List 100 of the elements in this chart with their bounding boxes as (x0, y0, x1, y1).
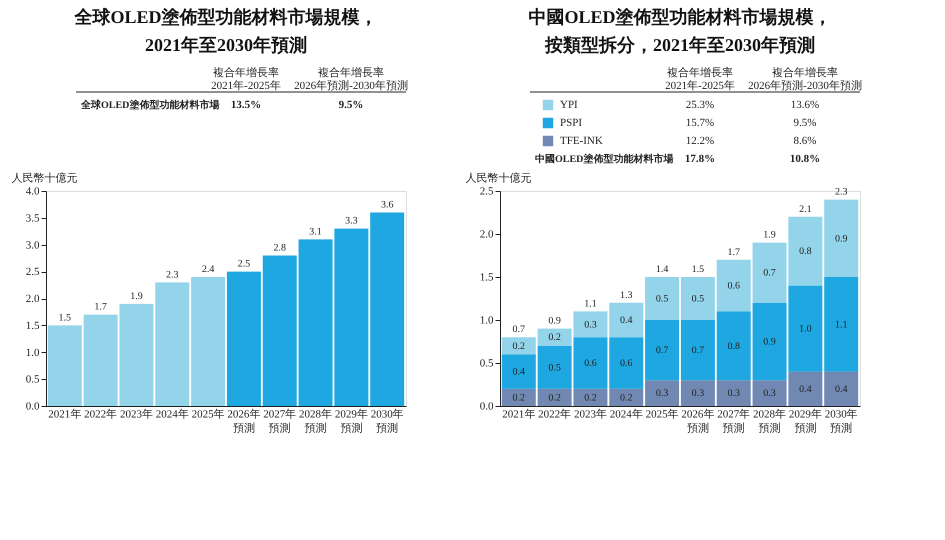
data-label: 1.9 (130, 290, 143, 302)
data-label: 1.5 (58, 312, 72, 324)
y-tick-label: 3.5 (26, 212, 40, 224)
x-tick-label: 2027年預測 (717, 408, 750, 434)
chart-title: 全球OLED塗佈型功能材料市場規模，2021年至2030年預測 (73, 7, 378, 55)
y-tick-label: 1.5 (480, 272, 494, 284)
bar (752, 380, 787, 406)
total-label: 2.1 (799, 204, 812, 215)
bar (752, 242, 787, 303)
x-tick-label: 2024年 (156, 408, 189, 420)
text: 複合年增長率 2026年預測-2030年預測 (748, 66, 862, 92)
data-label: 0.2 (548, 392, 561, 404)
data-label: 0.5 (692, 294, 704, 304)
data-label: 0.8 (727, 340, 740, 352)
data-label: 1.0 (799, 324, 812, 335)
x-tick-label: 2030年預測 (824, 408, 858, 434)
data-label: 0.5 (656, 294, 668, 304)
text: 8.6% (794, 135, 816, 147)
y-tick-label: 1.5 (26, 320, 40, 332)
y-tick-label: 0.5 (480, 358, 494, 370)
data-label: 0.7 (692, 345, 704, 356)
x-tick-label: 2030年預測 (370, 408, 404, 434)
data-label: 3.1 (309, 226, 322, 238)
x-tick-label: 2025年 (192, 408, 225, 420)
data-label: 1.7 (94, 302, 107, 313)
data-label: 0.6 (620, 358, 633, 369)
x-tick-label: 2028年預測 (299, 408, 332, 434)
total-label: 1.9 (763, 230, 776, 241)
text: 複合年增長率 2021年-2025年 (211, 66, 281, 92)
data-label: 0.4 (799, 384, 812, 395)
total-label: 0.9 (548, 316, 561, 327)
x-tick-label: 2027年預測 (263, 408, 296, 434)
y-tick-label: 1.0 (480, 314, 494, 326)
x-tick-label: 2023年 (120, 408, 153, 420)
data-label: 2.8 (273, 242, 286, 254)
data-label: 0.7 (656, 345, 668, 356)
total-label: 2.3 (834, 186, 848, 198)
text: 9.5% (338, 99, 364, 111)
bar (573, 388, 608, 406)
text: 10.8% (790, 153, 820, 165)
data-label: 2.4 (202, 264, 214, 275)
data-label: 0.5 (548, 362, 561, 374)
text: 複合年增長率 2026年預測-2030年預測 (294, 66, 408, 92)
y-tick-label: 4.0 (26, 186, 40, 198)
data-label: 0.3 (584, 319, 597, 330)
data-label: 0.9 (834, 233, 848, 244)
data-label: 0.4 (620, 315, 633, 326)
x-tick-label: 2021年 (48, 408, 82, 420)
y-tick-label: 2.5 (26, 266, 40, 278)
y-axis-title: 人民幣十億元 (466, 172, 532, 184)
data-label: 2.3 (166, 269, 179, 280)
data-label: 2.5 (238, 258, 250, 270)
x-tick-label: 2022年 (538, 408, 572, 420)
total-label: 1.3 (620, 290, 633, 301)
bar (573, 337, 608, 389)
x-tick-label: 2023年 (574, 408, 607, 420)
text: 13.6% (790, 99, 820, 111)
text: 中國OLED塗佈型功能材料市場 (535, 153, 674, 165)
y-tick-label: 0.5 (26, 374, 40, 386)
x-tick-label: 2029年預測 (334, 408, 368, 434)
text: 25.3% (686, 99, 714, 111)
total-label: 1.1 (584, 298, 597, 310)
legend-label: TFE-INK (560, 135, 603, 147)
y-tick-label: 0.0 (480, 400, 494, 412)
x-tick-label: 2022年 (84, 408, 118, 420)
total-label: 1.4 (656, 264, 668, 275)
data-label: 0.3 (656, 388, 668, 400)
y-tick-label: 1.0 (26, 346, 40, 359)
x-tick-label: 2026年預測 (227, 408, 260, 434)
data-label: 0.2 (548, 332, 561, 344)
data-label: 0.7 (763, 268, 776, 279)
data-label: 0.8 (799, 246, 812, 258)
bar (298, 239, 333, 406)
chart-title: 中國OLED塗佈型功能材料市場規模，按類型拆分，2021年至2030年預測 (528, 7, 832, 55)
y-tick-label: 2.0 (26, 293, 40, 305)
text: 17.8% (684, 153, 716, 165)
x-tick-label: 2026年預測 (681, 408, 714, 434)
legend-label: PSPI (560, 117, 582, 129)
x-tick-label: 2029年預測 (788, 408, 822, 434)
data-label: 0.4 (834, 384, 848, 395)
text: 全球OLED塗佈型功能材料市場 (80, 99, 220, 111)
data-label: 0.6 (727, 280, 740, 292)
data-label: 0.2 (584, 392, 597, 404)
text: 15.7% (686, 117, 714, 129)
total-label: 1.7 (727, 246, 740, 258)
text: 13.5% (230, 99, 262, 111)
data-label: 0.2 (620, 392, 633, 404)
y-tick-label: 3.0 (26, 239, 40, 252)
y-tick-label: 2.0 (480, 228, 494, 240)
data-label: 0.3 (692, 388, 704, 400)
data-label: 3.6 (380, 200, 394, 210)
x-tick-label: 2024年 (610, 408, 643, 420)
bar (573, 311, 608, 338)
x-tick-label: 2021年 (502, 408, 536, 420)
x-tick-label: 2028年預測 (753, 408, 786, 434)
bar (752, 302, 787, 380)
total-label: 0.7 (512, 324, 526, 336)
data-label: 0.9 (763, 336, 776, 348)
data-label: 0.3 (763, 388, 776, 400)
y-tick-label: 0.0 (26, 400, 40, 412)
